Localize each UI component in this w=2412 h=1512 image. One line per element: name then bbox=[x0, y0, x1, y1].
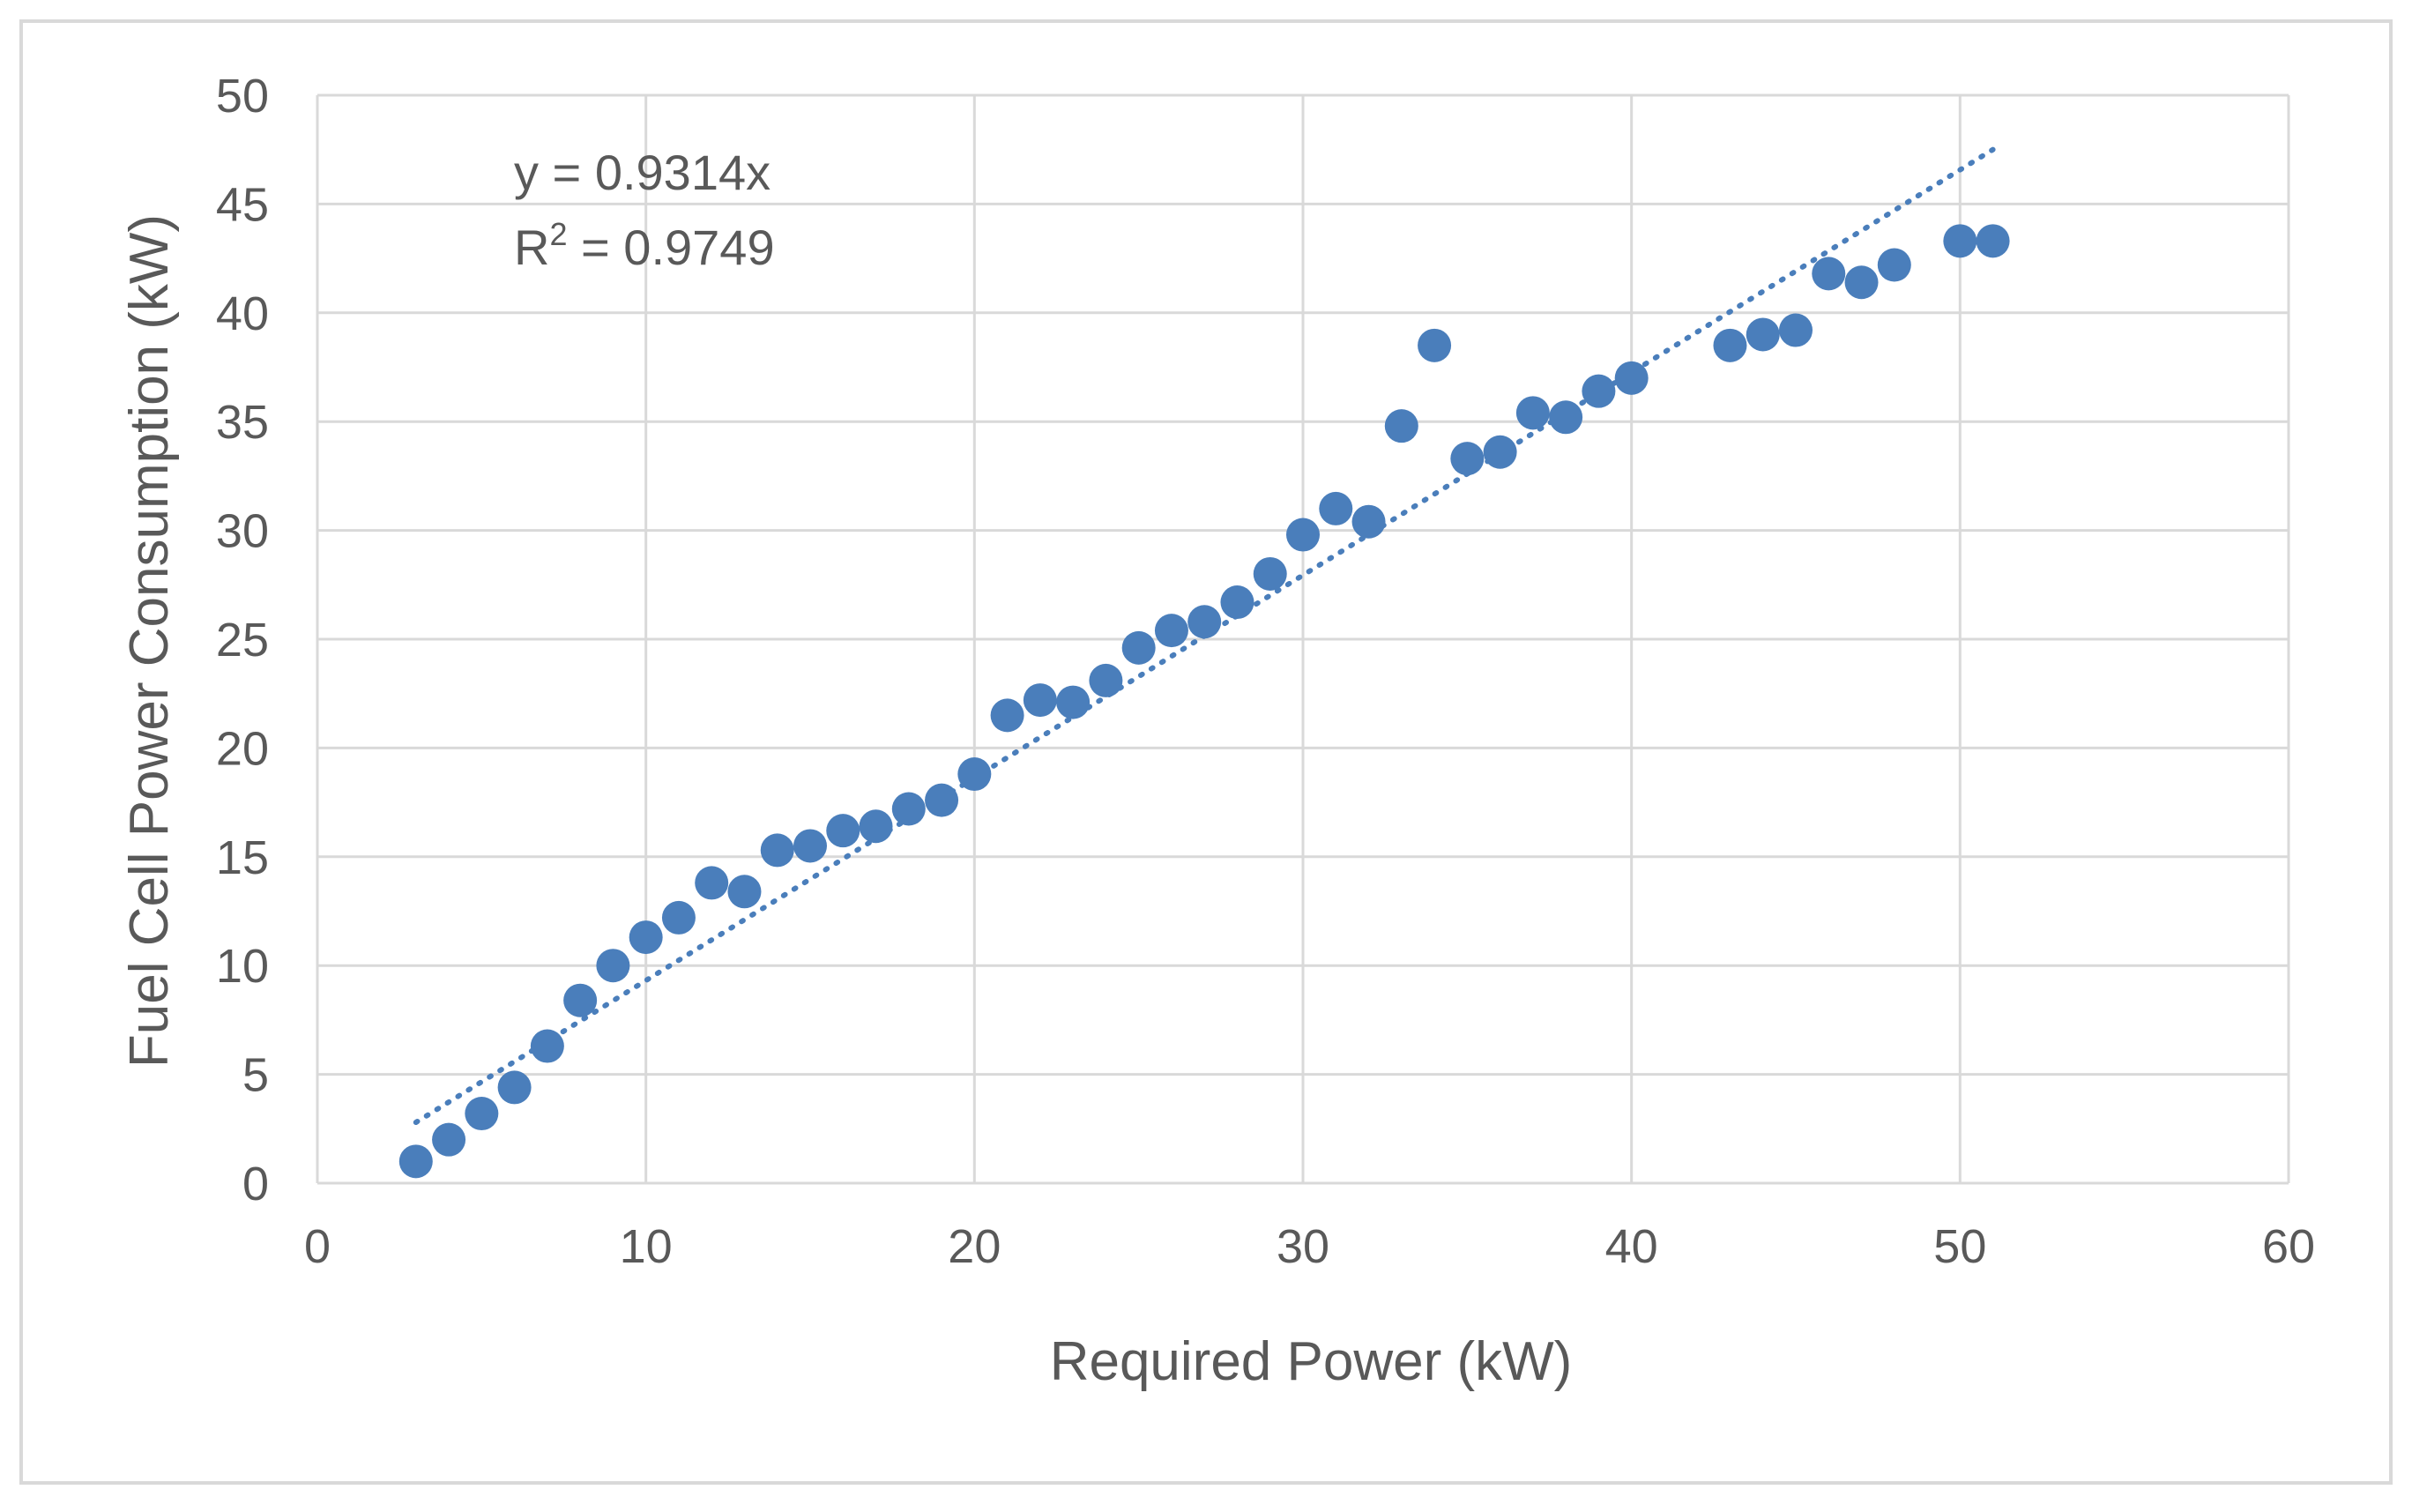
data-point bbox=[1483, 435, 1517, 469]
data-point bbox=[629, 920, 663, 955]
data-point bbox=[661, 900, 696, 935]
data-point bbox=[1187, 605, 1222, 639]
chart-frame bbox=[19, 19, 2393, 1485]
x-tick-label: 20 bbox=[948, 1220, 1001, 1273]
y-tick-label: 30 bbox=[216, 505, 269, 558]
y-tick-label: 0 bbox=[242, 1158, 269, 1210]
data-point bbox=[1121, 630, 1156, 665]
y-axis-title: Fuel Cell Power Consumption (kW) bbox=[119, 214, 180, 1068]
data-point bbox=[1515, 396, 1550, 430]
data-point bbox=[695, 866, 729, 900]
y-tick-label: 40 bbox=[216, 287, 269, 340]
data-point bbox=[1877, 248, 1911, 282]
data-point bbox=[465, 1097, 499, 1131]
data-point bbox=[596, 949, 630, 983]
data-point bbox=[1056, 685, 1091, 719]
data-point bbox=[1319, 491, 1353, 525]
data-point bbox=[1023, 683, 1057, 718]
data-point bbox=[859, 809, 893, 844]
r-squared-label: R2 = 0.9749 bbox=[514, 216, 775, 275]
data-point bbox=[1418, 328, 1452, 362]
r-squared-letter: R bbox=[514, 220, 549, 275]
data-point bbox=[1943, 224, 1977, 258]
x-tick-label: 0 bbox=[304, 1220, 331, 1273]
data-point bbox=[1220, 585, 1254, 620]
data-point bbox=[1351, 504, 1386, 539]
data-point bbox=[990, 698, 1024, 733]
data-point bbox=[957, 757, 992, 792]
data-point bbox=[563, 983, 598, 1017]
trendline-equation: y = 0.9314x bbox=[514, 145, 770, 200]
data-point bbox=[793, 829, 827, 863]
data-point bbox=[1286, 518, 1320, 552]
data-point bbox=[1779, 313, 1813, 347]
data-point bbox=[1976, 224, 2010, 258]
data-point bbox=[530, 1029, 564, 1063]
data-point bbox=[1746, 317, 1780, 352]
x-tick-label: 10 bbox=[620, 1220, 673, 1273]
data-point bbox=[727, 875, 762, 909]
y-tick-label: 5 bbox=[242, 1049, 269, 1102]
data-point bbox=[1582, 374, 1616, 408]
r-squared-superscript: 2 bbox=[549, 216, 567, 252]
axis-layer bbox=[316, 95, 2289, 1185]
data-point bbox=[925, 783, 959, 817]
r-squared-value: = 0.9749 bbox=[567, 220, 774, 275]
data-point bbox=[1384, 409, 1418, 443]
y-tick-label: 15 bbox=[216, 831, 269, 884]
data-point bbox=[1089, 663, 1123, 697]
data-point bbox=[497, 1070, 532, 1105]
data-point bbox=[1844, 265, 1879, 300]
x-tick-label: 60 bbox=[2262, 1220, 2315, 1273]
data-point bbox=[1450, 442, 1485, 476]
x-tick-label: 50 bbox=[1933, 1220, 1986, 1273]
data-point bbox=[1253, 556, 1287, 591]
data-point bbox=[1812, 257, 1846, 291]
data-point bbox=[891, 792, 926, 826]
y-tick-label: 20 bbox=[216, 722, 269, 775]
y-tick-label: 35 bbox=[216, 396, 269, 449]
data-point bbox=[1154, 614, 1188, 648]
data-point bbox=[1549, 400, 1583, 435]
data-point bbox=[826, 814, 860, 848]
y-tick-label: 10 bbox=[216, 940, 269, 993]
y-tick-label: 45 bbox=[216, 178, 269, 231]
points-layer bbox=[398, 224, 2010, 1179]
x-tick-label: 40 bbox=[1605, 1220, 1658, 1273]
data-point bbox=[1713, 328, 1747, 362]
data-point bbox=[432, 1122, 466, 1157]
y-tick-label: 50 bbox=[216, 70, 269, 123]
data-point bbox=[1614, 361, 1649, 395]
y-tick-label: 25 bbox=[216, 614, 269, 667]
x-tick-label: 30 bbox=[1277, 1220, 1329, 1273]
x-axis-title: Required Power (kW) bbox=[1050, 1331, 1573, 1392]
labels-layer: 0 5 10 15 20 25 30 35 40 45 50 0 10 20 30 40 50 60 bbox=[216, 70, 2315, 1273]
data-point bbox=[398, 1144, 433, 1179]
data-point bbox=[760, 833, 794, 868]
